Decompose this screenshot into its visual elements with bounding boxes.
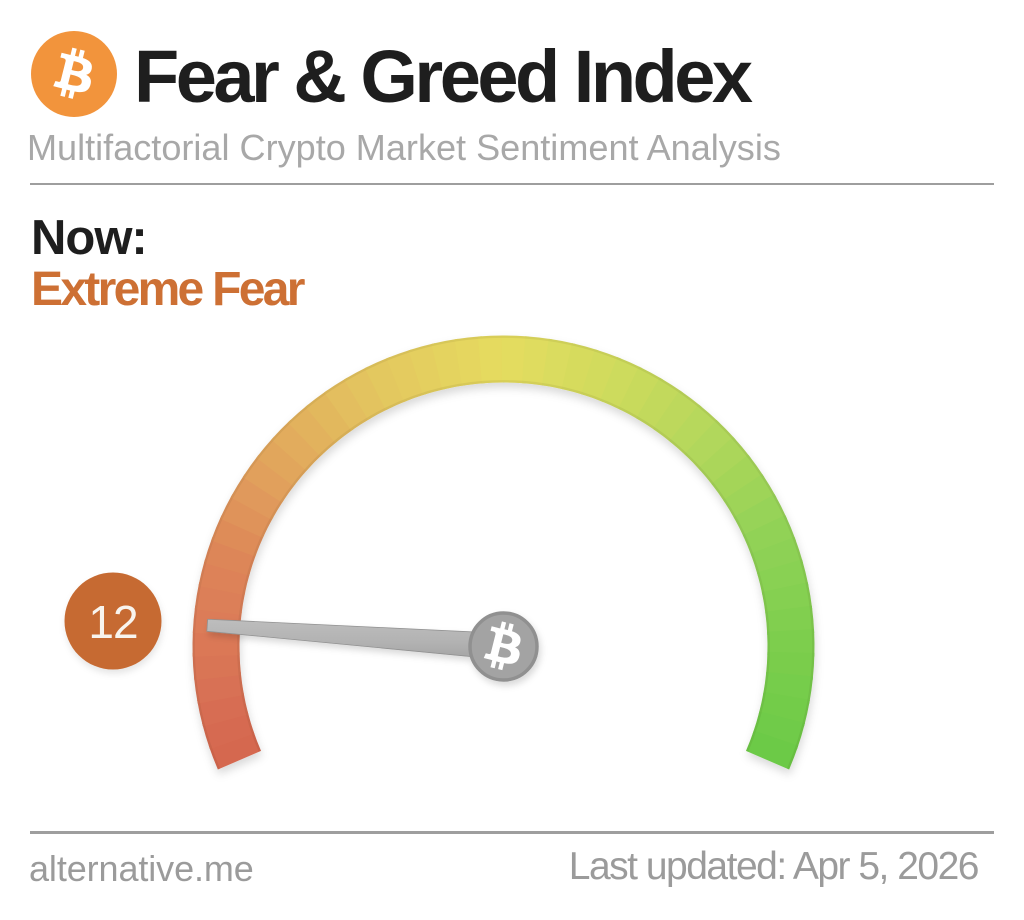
svg-text:12: 12 — [88, 596, 137, 648]
